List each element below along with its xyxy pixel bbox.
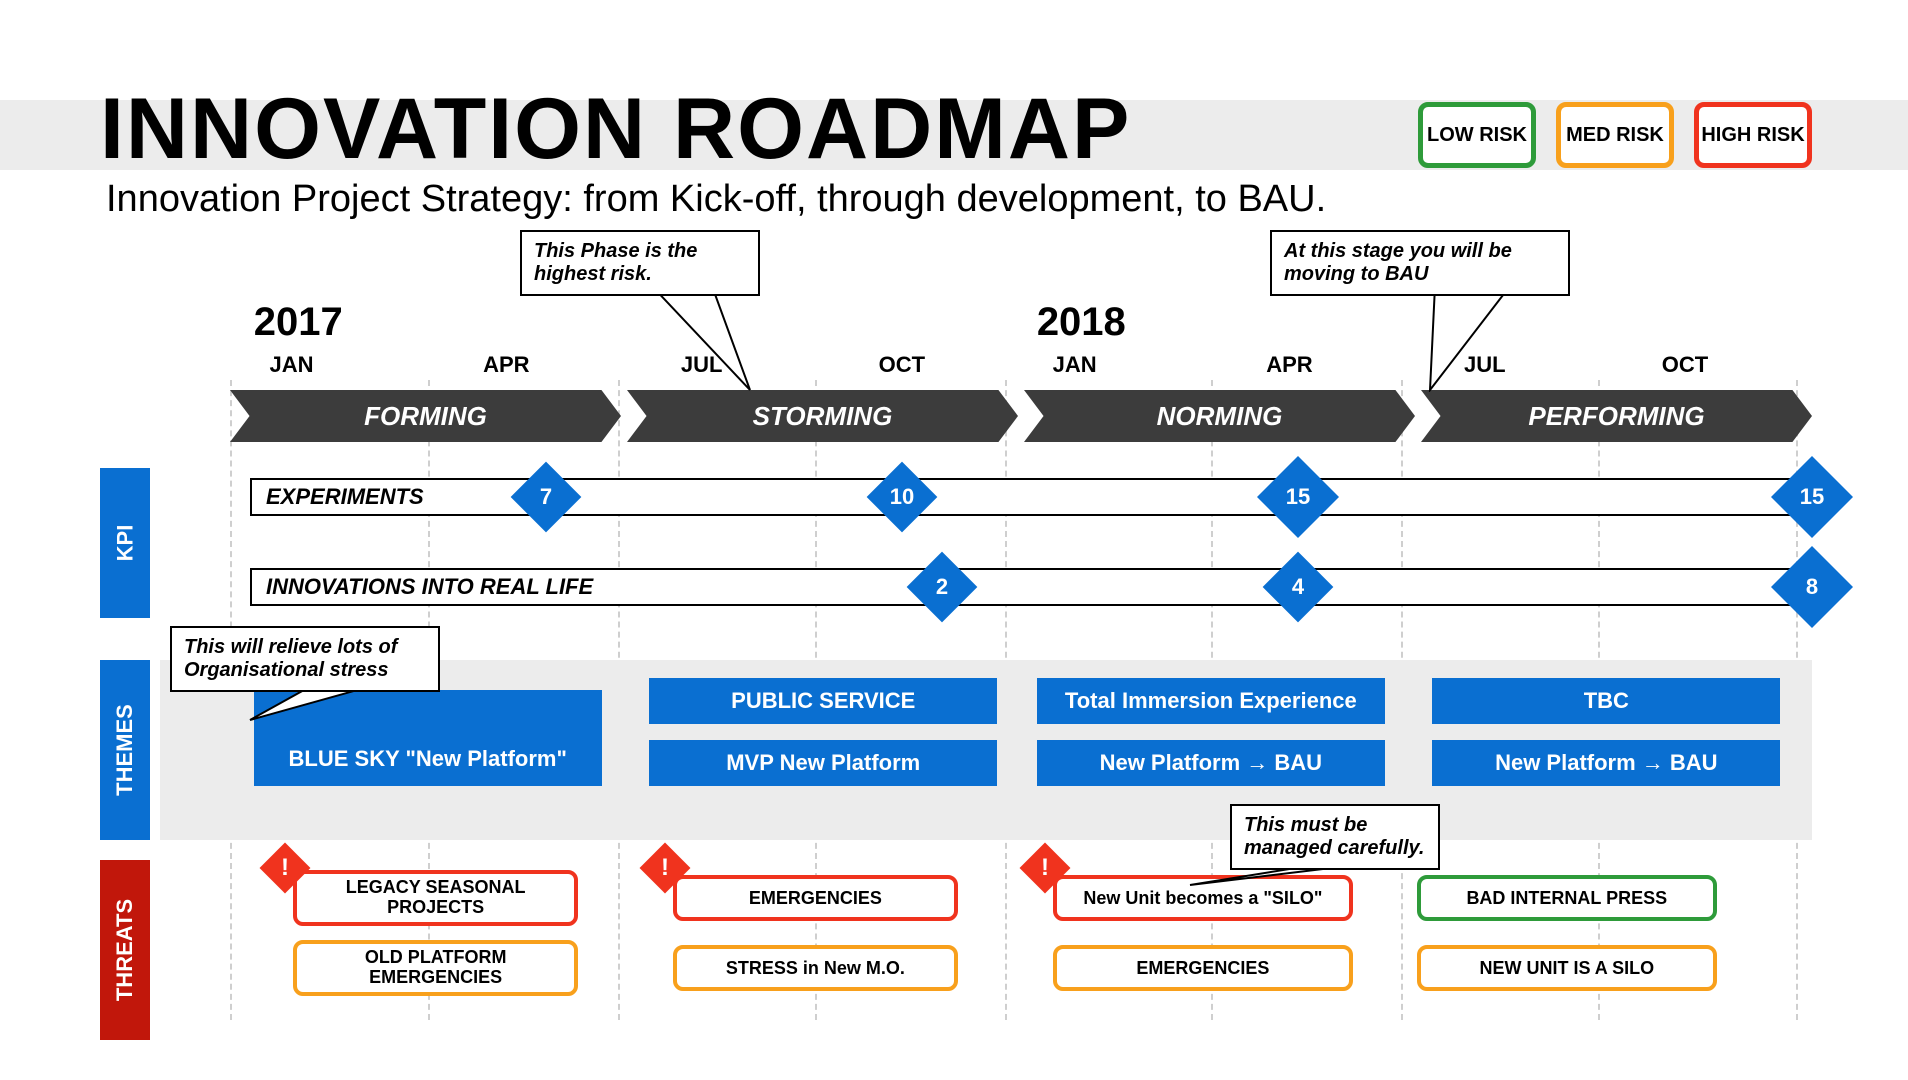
threat-box: OLD PLATFORM EMERGENCIES [293,940,578,996]
timeline-area: 20172018JANAPRJULOCTJANAPRJULOCT FORMING… [100,300,1812,1020]
section-tab-themes: THEMES [100,660,150,840]
kpi-diamond: 15 [1771,456,1853,538]
theme-box: Total Immersion Experience [1037,678,1385,724]
page-subtitle: Innovation Project Strategy: from Kick-o… [106,178,1326,221]
axis-year: 2018 [1037,300,1126,345]
section-tab-threats: THREATS [100,860,150,1040]
axis-month: APR [1266,352,1312,378]
callout-tail [1428,284,1512,392]
kpi-diamond: 4 [1262,552,1333,623]
kpi-label: EXPERIMENTS [266,480,424,514]
risk-legend: LOW RISK MED RISK HIGH RISK [1418,102,1812,168]
time-axis: 20172018JANAPRJULOCTJANAPRJULOCT [230,300,1812,380]
phase-storming: STORMING [627,390,1018,442]
phase-performing: PERFORMING [1421,390,1812,442]
callout-box: At this stage you will be moving to BAU [1270,230,1570,296]
axis-month: APR [483,352,529,378]
kpi-label: INNOVATIONS INTO REAL LIFE [266,570,593,604]
threat-box: NEW UNIT IS A SILO [1417,945,1718,991]
theme-box: PUBLIC SERVICE [649,678,997,724]
axis-month: OCT [879,352,925,378]
axis-month: OCT [1662,352,1708,378]
threat-box: STRESS in New M.O. [673,945,958,991]
axis-year: 2017 [254,300,343,345]
callout-box: This Phase is the highest risk. [520,230,760,296]
phase-norming: NORMING [1024,390,1415,442]
axis-month: JAN [1053,352,1097,378]
page-title: INNOVATION ROADMAP [100,80,1131,179]
threat-box: EMERGENCIES [1053,945,1354,991]
section-tab-kpi: KPI [100,468,150,618]
legend-low-risk: LOW RISK [1418,102,1536,168]
kpi-diamond: 15 [1257,456,1339,538]
callout-tail [650,284,752,392]
callout-box: This must be managed carefully. [1230,804,1440,870]
axis-month: JAN [270,352,314,378]
alert-icon: ! [1019,843,1070,894]
threat-box: LEGACY SEASONAL PROJECTS [293,870,578,926]
legend-med-risk: MED RISK [1556,102,1674,168]
kpi-diamond: 8 [1771,546,1853,628]
legend-high-risk: HIGH RISK [1694,102,1812,168]
threat-box: EMERGENCIES [673,875,958,921]
threat-box: BAD INTERNAL PRESS [1417,875,1718,921]
kpi-row-experiments: EXPERIMENTS [250,478,1812,516]
alert-icon: ! [640,843,691,894]
callout-box: This will relieve lots of Organisational… [170,626,440,692]
phase-forming: FORMING [230,390,621,442]
theme-box: New Platform → BAU [1037,740,1385,786]
theme-box: New Platform → BAU [1432,740,1780,786]
kpi-diamond: 2 [907,552,978,623]
phase-row: FORMING STORMING NORMING PERFORMING [230,390,1812,442]
kpi-row-innovations: INNOVATIONS INTO REAL LIFE [250,568,1812,606]
theme-box: TBC [1432,678,1780,724]
theme-box: MVP New Platform [649,740,997,786]
